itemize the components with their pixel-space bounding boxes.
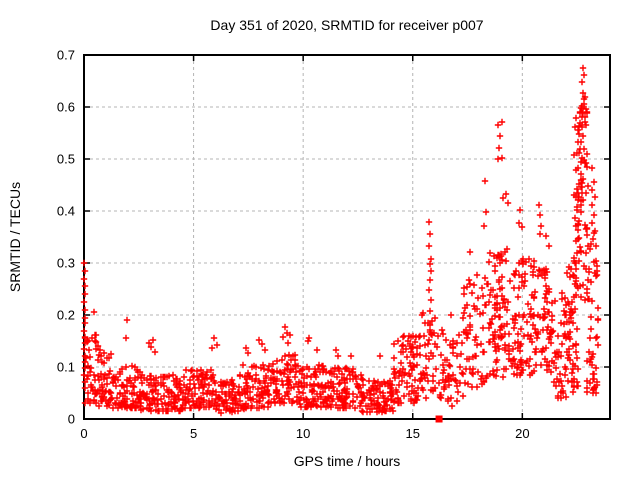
y-tick-label: 0.6	[57, 100, 75, 115]
y-tick-label: 0.3	[57, 256, 75, 271]
y-tick-label: 0.4	[57, 204, 75, 219]
axis-ticks	[83, 54, 610, 420]
grid-lines	[84, 55, 610, 419]
y-tick-label: 0.7	[57, 48, 75, 63]
x-tick-labels: 0 5 10 15 20	[80, 426, 529, 441]
x-tick-label: 20	[515, 426, 529, 441]
x-tick-label: 10	[296, 426, 310, 441]
plot-border	[83, 54, 611, 420]
x-axis-label: GPS time / hours	[293, 453, 401, 469]
x-tick-label: 5	[190, 426, 197, 441]
y-tick-label: 0	[68, 412, 75, 427]
y-tick-label: 0.1	[57, 360, 75, 375]
scatter-points	[80, 64, 602, 417]
y-tick-label: 0.2	[57, 308, 75, 323]
x-tick-label: 15	[406, 426, 420, 441]
y-tick-label: 0.5	[57, 152, 75, 167]
x-tick-label: 0	[80, 426, 87, 441]
chart-title: Day 351 of 2020, SRMTID for receiver p00…	[210, 17, 484, 33]
y-tick-labels: 0 0.1 0.2 0.3 0.4 0.5 0.6 0.7	[57, 48, 75, 427]
square-marker	[435, 415, 443, 423]
